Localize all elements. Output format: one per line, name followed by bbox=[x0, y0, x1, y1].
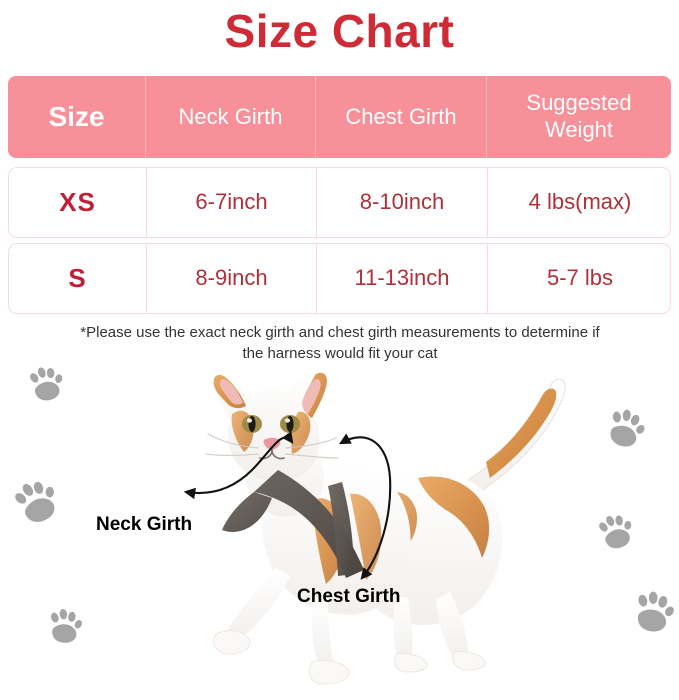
cell-neck-girth: 8-9inch bbox=[146, 244, 316, 313]
header-cell-neck-girth: Neck Girth bbox=[145, 76, 315, 158]
cell-size: S bbox=[68, 262, 87, 293]
paw-print-icon bbox=[610, 409, 645, 447]
cell-chest-girth: 11-13inch bbox=[316, 244, 487, 313]
paw-print-icon bbox=[15, 481, 55, 522]
cell-size: XS bbox=[59, 186, 96, 217]
table-header-row: Size Neck Girth Chest Girth Suggested We… bbox=[8, 76, 671, 158]
table-row: XS 6-7inch 8-10inch 4 lbs(max) bbox=[8, 167, 671, 238]
paw-print-icon bbox=[30, 367, 63, 401]
cell-neck-girth: 6-7inch bbox=[146, 168, 316, 237]
measurement-note: *Please use the exact neck girth and che… bbox=[80, 324, 600, 362]
paw-print-icon bbox=[637, 591, 674, 632]
header-cell-chest-girth: Chest Girth bbox=[315, 76, 486, 158]
size-chart-table: Size Neck Girth Chest Girth Suggested We… bbox=[8, 76, 671, 319]
cell-chest-girth: 8-10inch bbox=[316, 168, 487, 237]
paw-print-icon bbox=[599, 515, 632, 549]
neck-girth-label: Neck Girth bbox=[96, 514, 193, 535]
cat-figure bbox=[205, 369, 566, 685]
page-title: Size Chart bbox=[224, 5, 455, 57]
cat-photo bbox=[150, 362, 570, 698]
header-cell-suggested-weight: Suggested Weight bbox=[486, 76, 671, 158]
header-cell-size: Size bbox=[48, 100, 105, 132]
paw-print-icon bbox=[50, 608, 83, 643]
table-row: S 8-9inch 11-13inch 5-7 lbs bbox=[8, 243, 671, 314]
cell-suggested-weight: 5-7 lbs bbox=[487, 244, 672, 313]
chest-girth-label: Chest Girth bbox=[297, 586, 401, 607]
cell-suggested-weight: 4 lbs(max) bbox=[487, 168, 672, 237]
